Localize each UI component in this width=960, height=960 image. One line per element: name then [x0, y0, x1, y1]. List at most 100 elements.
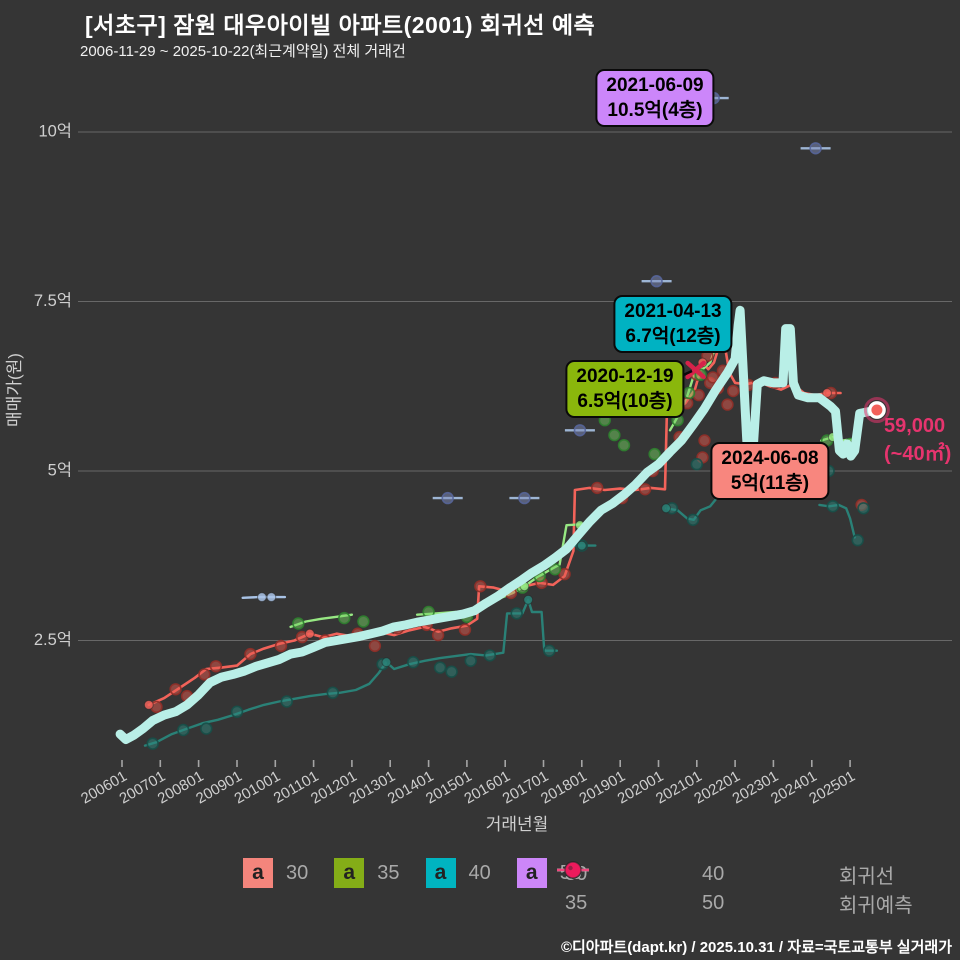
legend-label: 회귀선: [839, 866, 895, 888]
series-legend-row: 35 50 회귀예측: [556, 861, 913, 918]
scatter-30: [464, 654, 477, 667]
annotation-box: 2020-12-19 6.5억(10층): [565, 360, 685, 418]
scatter-35: [608, 428, 621, 442]
page-subtitle: 2006-11-29 ~ 2025-10-22(최근계약일) 전체 거래건: [80, 43, 406, 60]
scatter-30: [326, 686, 339, 699]
x-marker-icon: [685, 360, 706, 380]
series-legend-item: 50: [557, 861, 830, 915]
scatter-50: [809, 142, 822, 155]
line-marker-40: [304, 628, 315, 639]
scatter-30: [483, 649, 497, 662]
annotation-date: 2021-06-09: [606, 75, 704, 96]
legend-swatch: a: [243, 858, 273, 888]
scatter-35: [617, 439, 631, 452]
scatter-40: [721, 398, 734, 411]
scatter-30: [851, 533, 864, 547]
line-marker-30: [576, 540, 587, 551]
scatter-30: [177, 723, 190, 737]
page-title: [서초구] 잠원 대우아이빌 아파트(2001) 회귀선 예측: [85, 12, 596, 38]
y-tick-label: 2.5억: [34, 630, 72, 649]
series-legend: 3040회귀선3550회귀예측: [556, 860, 913, 918]
legend-label: 30: [286, 861, 309, 884]
scatter-30: [690, 458, 703, 471]
legend-label: 40: [702, 863, 725, 885]
legend-label: 35: [377, 861, 400, 884]
line-marker-30: [381, 657, 392, 668]
scatter-30: [857, 502, 870, 515]
scatter-40: [458, 623, 472, 636]
legend-label: 40: [468, 861, 491, 884]
series-legend-item: 40: [557, 861, 830, 886]
line-marker-30: [661, 503, 671, 514]
scatter-50: [650, 275, 663, 288]
annotation-legend-item: a 40: [425, 858, 491, 888]
annotation-value: 6.5억(10층): [577, 391, 673, 412]
legend-marker-icon: [557, 861, 589, 879]
legend-swatch: a: [334, 858, 365, 888]
annotation-legend-item: a 35: [334, 858, 400, 888]
scatter-35: [682, 386, 696, 400]
scatter-40: [169, 683, 182, 696]
scatter-50: [518, 491, 531, 505]
scatter-30: [200, 722, 213, 735]
prediction-marker: [868, 401, 886, 419]
scatter-35: [338, 611, 351, 625]
footer-credit: ©디아파트(dapt.kr) / 2025.10.31 / 자료=국토교통부 실…: [560, 939, 952, 956]
scatter-35: [548, 563, 562, 576]
scatter-35: [292, 617, 305, 630]
annotation-box: 2021-04-13 6.7억(12층): [613, 295, 733, 353]
scatter-50: [573, 424, 587, 437]
scatter-40: [209, 660, 223, 673]
scatter-30: [826, 500, 839, 513]
legend-label: 회귀예측: [839, 895, 913, 917]
y-tick-label: 5억: [48, 460, 72, 479]
scatter-40: [590, 481, 604, 495]
scatter-35: [648, 447, 661, 461]
prediction-label: 59,000 (~40㎡): [884, 412, 951, 468]
annotation-date: 2024-06-08: [721, 448, 819, 469]
scatter-40: [474, 580, 487, 593]
scatter-40: [198, 668, 211, 681]
scatter-40: [558, 567, 571, 581]
scatter-40: [274, 639, 288, 653]
scatter-40: [431, 628, 445, 642]
y-tick-label: 7.5억: [34, 291, 72, 310]
series-legend-item: 35: [556, 861, 693, 915]
scatter-30: [686, 513, 700, 526]
series-legend-item: 회귀선: [557, 860, 895, 889]
line-marker-30: [523, 594, 534, 605]
annotation-value: 10.5억(4층): [607, 100, 703, 121]
annotation-legend-item: a 30: [243, 858, 308, 888]
legend-swatch: a: [516, 858, 547, 888]
line-marker-40: [143, 700, 154, 710]
annotation-value: 5억(11층): [730, 473, 810, 494]
y-axis-title: 매매가(원): [5, 353, 24, 427]
regression-line: [115, 305, 882, 744]
scatter-30: [433, 661, 447, 674]
scatter-30: [445, 665, 458, 678]
scatter-30: [407, 655, 420, 669]
series-legend-item: 회귀예측: [557, 861, 913, 918]
scatter-40: [698, 434, 711, 447]
scatter-35: [357, 615, 370, 628]
prediction-marker-glow: [863, 397, 890, 423]
line-marker-50: [257, 592, 267, 602]
series-legend-row: 3040회귀선: [556, 860, 913, 889]
annotation-value: 6.7억(12층): [625, 326, 721, 347]
scatter-30: [146, 737, 159, 750]
legend-label: 50: [702, 892, 725, 914]
scatter-40: [638, 483, 652, 496]
scatter-30: [510, 607, 523, 620]
scatter-40: [244, 647, 257, 661]
x-axis-title: 거래년월: [486, 815, 549, 834]
scatter-30: [543, 644, 556, 657]
scatter-50: [441, 491, 454, 505]
scatter-40: [726, 384, 740, 398]
line-marker-40: [822, 388, 832, 398]
prediction-area: (~40㎡): [884, 443, 952, 465]
annotation-date: 2021-04-13: [624, 301, 722, 322]
line-marker-50: [266, 592, 277, 602]
annotation-legend: a30a35a40a50: [243, 858, 608, 888]
